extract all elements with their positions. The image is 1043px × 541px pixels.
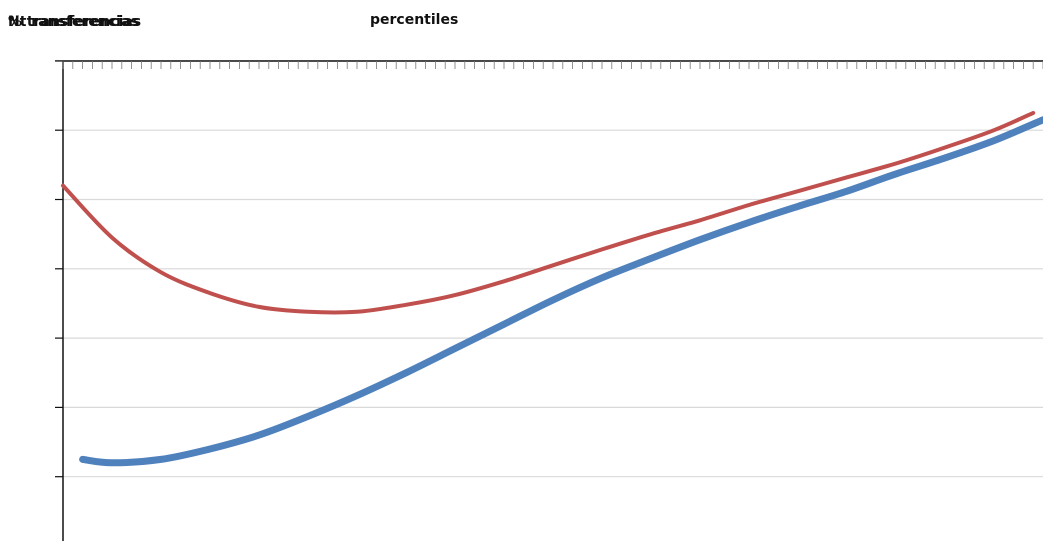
x-axis-label: percentiles — [370, 12, 458, 28]
series-line-1 — [61, 110, 1036, 315]
series-line-2 — [79, 116, 1043, 467]
chart-title-overlap-1: % transferencias — [8, 14, 141, 30]
chart-title-overlap-2: Nt ransferencias — [8, 14, 139, 30]
